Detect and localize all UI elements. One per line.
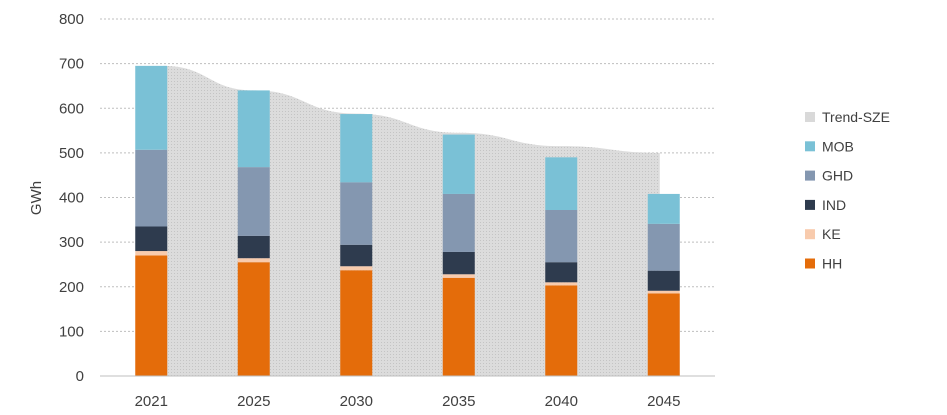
bar-hh-2021 (135, 255, 168, 376)
bar-mob-2040 (545, 157, 578, 210)
bar-ghd-2045 (647, 223, 680, 271)
legend-label: KE (822, 226, 841, 242)
bar-ind-2045 (647, 270, 680, 291)
bar-hh-2040 (545, 285, 578, 376)
y-tick-label: 0 (76, 368, 84, 385)
legend: Trend-SZE MOB GHD IND KE HH (805, 109, 890, 272)
bar-ghd-2021 (135, 149, 168, 227)
y-tick-label: 300 (59, 234, 84, 251)
bar-hh-2035 (442, 277, 475, 376)
bar-mob-2045 (647, 193, 680, 224)
legend-label: Trend-SZE (822, 109, 890, 125)
y-tick-label: 700 (59, 56, 84, 73)
legend-swatch (805, 141, 815, 152)
x-tick-label: 2021 (135, 393, 168, 410)
x-tick-label: 2045 (647, 393, 680, 410)
y-tick-label: 100 (59, 323, 84, 340)
bars-layer (135, 65, 680, 376)
bar-mob-2025 (237, 90, 270, 168)
legend-label: HH (822, 256, 842, 272)
legend-item-trend-sze: Trend-SZE (805, 109, 890, 125)
legend-label: MOB (822, 138, 854, 154)
legend-label: GHD (822, 168, 853, 184)
y-tick-label: 500 (59, 145, 84, 162)
bar-ghd-2030 (340, 182, 373, 245)
legend-swatch (805, 258, 815, 269)
bar-ke-2045 (647, 290, 680, 294)
bar-ghd-2025 (237, 167, 270, 236)
legend-swatch (805, 199, 815, 210)
legend-swatch (805, 170, 815, 181)
trend-area-layer (163, 65, 660, 376)
bar-ind-2025 (237, 235, 270, 259)
bar-mob-2021 (135, 65, 168, 150)
y-tick-label: 200 (59, 279, 84, 296)
bar-ke-2030 (340, 266, 373, 271)
legend-swatch (805, 112, 815, 122)
bar-ind-2021 (135, 226, 168, 252)
x-tick-label: 2040 (545, 393, 578, 410)
bar-ind-2030 (340, 244, 373, 267)
x-tick-label: 2025 (237, 393, 270, 410)
bar-ke-2025 (237, 258, 270, 263)
bar-mob-2035 (442, 134, 475, 194)
legend-item-ghd: GHD (805, 168, 853, 184)
y-axis-label: GWh (28, 181, 45, 215)
bar-hh-2045 (647, 293, 680, 376)
legend-item-ind: IND (805, 197, 846, 213)
x-tick-label: 2030 (340, 393, 373, 410)
bar-ind-2040 (545, 262, 578, 283)
legend-label: IND (822, 197, 846, 213)
bar-hh-2025 (237, 262, 270, 376)
bar-ind-2035 (442, 251, 475, 275)
bar-ghd-2035 (442, 193, 475, 252)
y-tick-label: 400 (59, 190, 84, 207)
legend-item-hh: HH (805, 256, 842, 272)
bar-ke-2040 (545, 282, 578, 286)
y-tick-label: 600 (59, 100, 84, 117)
legend-item-mob: MOB (805, 138, 854, 154)
bar-mob-2030 (340, 114, 373, 183)
bar-ghd-2040 (545, 209, 578, 263)
legend-item-ke: KE (805, 226, 841, 242)
x-tick-label: 2035 (442, 393, 475, 410)
legend-swatch (805, 229, 815, 240)
y-tick-label: 800 (59, 11, 84, 28)
bar-ke-2021 (135, 251, 168, 256)
bar-hh-2030 (340, 270, 373, 376)
bar-ke-2035 (442, 274, 475, 278)
trend-sze-area (163, 65, 660, 376)
axes-layer: 0 100 200 300 400 500 600 700 800 2021 2025 2030 203… (59, 11, 715, 410)
